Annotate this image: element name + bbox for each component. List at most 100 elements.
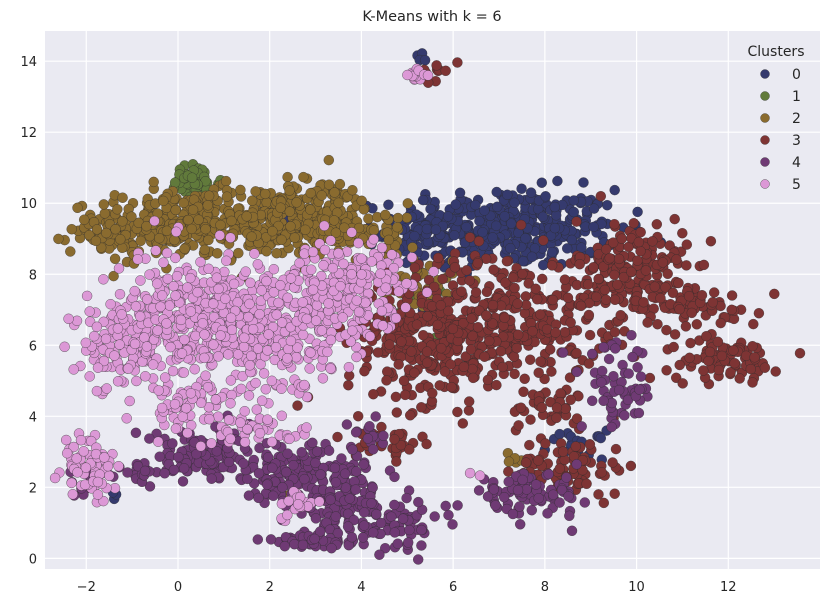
data-point [563, 491, 574, 502]
data-point [220, 293, 231, 304]
data-point [208, 339, 219, 350]
data-point [513, 420, 524, 431]
data-point [499, 211, 510, 222]
data-point [523, 278, 534, 289]
data-point [326, 543, 337, 554]
data-point [168, 464, 180, 476]
data-point [530, 283, 541, 294]
data-point [632, 362, 643, 373]
data-point [117, 242, 128, 253]
data-point [716, 350, 728, 362]
data-point [378, 430, 389, 441]
data-point [98, 199, 109, 210]
data-point [628, 218, 639, 229]
data-point [623, 368, 634, 379]
data-point [323, 179, 335, 190]
data-point [401, 278, 412, 289]
data-point [140, 371, 151, 382]
data-point [202, 200, 213, 211]
data-point [546, 366, 557, 377]
data-point [183, 214, 194, 226]
data-point [509, 368, 520, 380]
data-point [403, 537, 414, 548]
data-point [101, 383, 112, 394]
data-point [458, 318, 469, 329]
data-point [417, 194, 429, 206]
data-point [267, 226, 278, 237]
data-point [132, 254, 143, 265]
data-point [211, 446, 222, 457]
data-point [130, 301, 142, 312]
data-point [564, 510, 575, 521]
data-point [284, 185, 295, 196]
data-point [289, 232, 300, 243]
data-point [186, 223, 197, 235]
data-point [440, 65, 451, 76]
data-point [595, 191, 606, 202]
data-point [551, 412, 562, 424]
data-point [481, 310, 492, 321]
data-point [59, 341, 70, 352]
data-point [158, 195, 169, 207]
data-point [332, 431, 343, 443]
data-point [447, 519, 458, 530]
data-point [559, 274, 571, 285]
data-point [171, 271, 183, 282]
data-point [115, 234, 126, 245]
data-point [254, 428, 266, 439]
data-point [472, 322, 484, 333]
data-point [712, 336, 724, 347]
data-point [398, 375, 410, 386]
data-point [380, 209, 391, 221]
data-point [221, 255, 232, 266]
data-point [698, 365, 709, 376]
data-point [316, 325, 328, 336]
data-point [243, 311, 254, 323]
data-point [350, 484, 361, 495]
data-point [347, 185, 358, 196]
series-3-points [292, 57, 806, 509]
data-point [513, 329, 524, 340]
data-point [655, 292, 666, 304]
x-tick-label: 12 [720, 580, 737, 595]
data-point [561, 472, 572, 483]
y-tick-label: 8 [29, 268, 37, 283]
legend-marker-3 [760, 135, 770, 145]
data-point [627, 351, 638, 363]
data-point [170, 204, 181, 216]
data-point [396, 336, 407, 347]
data-point [161, 318, 172, 329]
data-point [72, 202, 83, 213]
data-point [66, 224, 77, 235]
data-point [252, 259, 263, 270]
data-point [542, 508, 553, 519]
data-point [351, 351, 362, 363]
data-point [285, 273, 297, 284]
data-point [112, 376, 124, 387]
data-point [233, 247, 244, 259]
data-point [266, 436, 278, 448]
data-point [422, 357, 433, 368]
data-point [305, 204, 316, 215]
data-point [562, 243, 573, 254]
data-point [602, 200, 613, 211]
data-point [613, 253, 625, 265]
data-point [311, 446, 323, 457]
data-point [327, 262, 338, 274]
data-point [323, 445, 335, 456]
data-point [109, 350, 120, 361]
data-point [283, 495, 294, 507]
data-point [328, 215, 340, 226]
data-point [305, 347, 316, 358]
data-point [661, 324, 672, 336]
data-point [244, 360, 255, 371]
data-point [635, 371, 647, 382]
x-tick-label: 8 [541, 580, 549, 595]
data-point [404, 444, 415, 455]
data-point [91, 385, 103, 397]
data-point [104, 470, 115, 481]
data-point [633, 236, 644, 248]
data-point [186, 172, 198, 183]
data-point [487, 299, 499, 311]
data-point [81, 290, 93, 302]
